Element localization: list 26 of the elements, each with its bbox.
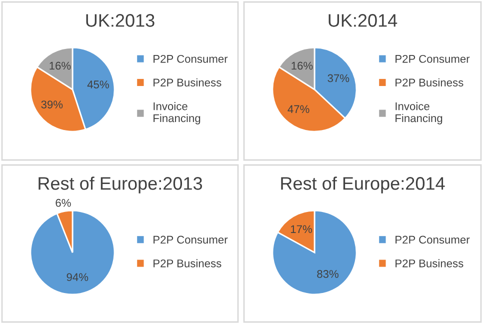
legend-label: P2P Consumer [396, 236, 470, 244]
data-label: 45% [87, 80, 109, 88]
chart-title: Rest of Europe:2014 [281, 176, 445, 194]
legend-label: P2P Business [154, 259, 222, 268]
data-label: 16% [292, 62, 313, 70]
chart-title: UK:2013 [86, 14, 154, 27]
pie-slice [30, 210, 116, 296]
legend-label: Invoice Financing [154, 102, 200, 124]
chart-title: UK:2014 [328, 14, 398, 27]
data-label: 37% [328, 74, 350, 82]
legend-label: P2P Business [396, 259, 464, 268]
data-label: 83% [317, 270, 338, 278]
data-label: 94% [66, 273, 88, 282]
legend-label: P2P Business [396, 78, 464, 86]
data-label: 47% [288, 105, 310, 114]
data-label: 16% [50, 62, 71, 70]
legend-label: P2P Consumer [154, 236, 228, 244]
pie-slice [272, 210, 358, 296]
legend-label: P2P Business [154, 78, 222, 86]
chart-title: Rest of Europe:2013 [38, 176, 202, 194]
legend-label: Invoice Financing [396, 102, 442, 124]
legend-label: P2P Consumer [154, 54, 228, 63]
data-label: 39% [41, 100, 63, 108]
legend-label: P2P Consumer [396, 54, 470, 63]
data-label: 17% [290, 225, 312, 234]
data-label: 6% [56, 198, 71, 207]
